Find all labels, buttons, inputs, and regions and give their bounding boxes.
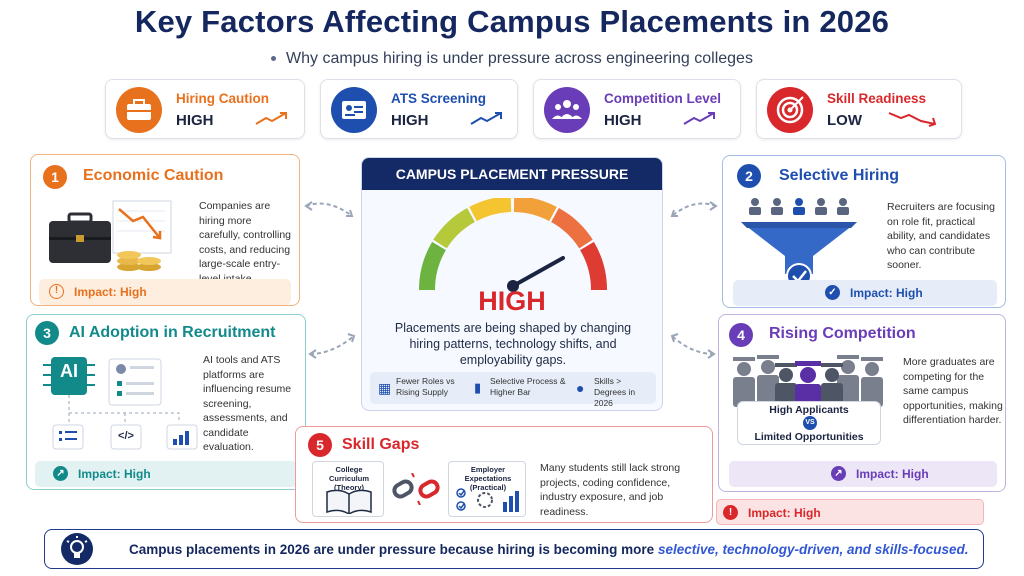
checklist-chart-icon bbox=[456, 488, 519, 512]
impact-text: Impact: High bbox=[78, 467, 151, 481]
kpi-skill-readiness: Skill Readiness LOW bbox=[756, 79, 962, 139]
factor-card-economic-caution: 1 Economic Caution Companies are hiring … bbox=[30, 154, 300, 306]
briefcase-icon bbox=[116, 87, 162, 133]
impact-text: Impact: High bbox=[856, 467, 929, 481]
factor-number: 5 bbox=[308, 433, 332, 457]
ai-chip-label: AI bbox=[60, 361, 78, 381]
factor-description: AI tools and ATS platforms are influenci… bbox=[203, 354, 292, 453]
trend-up-icon bbox=[470, 112, 502, 125]
connector-arrow bbox=[670, 201, 718, 217]
factor-card-selective-hiring: 2 Selective Hiring Recruiters are focusi… bbox=[722, 155, 1006, 308]
factor-title: Economic Caution bbox=[83, 167, 224, 184]
factor-title: Rising Competition bbox=[769, 325, 916, 342]
footer-item: Skills > Degrees in 2026 bbox=[594, 376, 636, 408]
trend-up-icon bbox=[683, 112, 715, 125]
factor-card-skill-gaps: 5 Skill Gaps College Curriculum (Theory)… bbox=[295, 426, 713, 523]
footer-item: Selective Process & Higher Bar bbox=[490, 376, 566, 397]
banner-text-main: Campus placements in 2026 are under pres… bbox=[129, 542, 658, 557]
bullet-dot bbox=[271, 56, 277, 62]
factor-title: Selective Hiring bbox=[779, 167, 900, 184]
ai-chip-illustration: AI </> bbox=[39, 353, 199, 453]
factor-card-rising-competition: 4 Rising Competition High Applicants VS … bbox=[718, 314, 1006, 492]
lightbulb-icon bbox=[61, 533, 93, 565]
building-icon: ▦ bbox=[378, 380, 392, 396]
connector-arrow bbox=[670, 333, 716, 359]
factor-title: Skill Gaps bbox=[342, 436, 420, 453]
kpi-label: Hiring Caution bbox=[176, 91, 269, 106]
limited-opportunities-label: Limited Opportunities bbox=[754, 431, 864, 443]
impact-text: Impact: High bbox=[748, 506, 821, 520]
employer-label: Employer Expectations (Practical) bbox=[464, 465, 512, 492]
kpi-value: HIGH bbox=[391, 112, 429, 129]
panel-footer: ▦ Fewer Roles vs Rising Supply ▮ Selecti… bbox=[370, 372, 656, 408]
kpi-value: LOW bbox=[827, 112, 862, 129]
impact-text: Impact: High bbox=[850, 286, 923, 300]
panel-text: Placements are being shaped by changing … bbox=[394, 321, 632, 367]
impact-badge: ✓ Impact: High bbox=[733, 280, 997, 306]
pressure-gauge bbox=[418, 198, 608, 292]
hiring-funnel-illustration bbox=[737, 194, 867, 290]
connector-arrow bbox=[304, 201, 354, 217]
impact-badge: ! Impact: High bbox=[39, 279, 291, 305]
footer-item: Fewer Roles vs Rising Supply bbox=[396, 376, 455, 397]
banner-text: Campus placements in 2026 are under pres… bbox=[129, 542, 969, 557]
people-icon bbox=[544, 87, 590, 133]
id-card-icon bbox=[331, 87, 377, 133]
connector-arrow bbox=[308, 333, 356, 359]
kpi-label: Skill Readiness bbox=[827, 91, 927, 106]
page-title: Key Factors Affecting Campus Placements … bbox=[134, 4, 890, 39]
factor-title: AI Adoption in Recruitment bbox=[69, 324, 276, 341]
trend-up-icon: ↗ bbox=[53, 466, 68, 482]
factor-number: 3 bbox=[35, 321, 59, 345]
trend-up-icon: ↗ bbox=[831, 466, 846, 482]
bar-chart-icon: ▮ bbox=[474, 380, 482, 395]
kpi-value: HIGH bbox=[176, 112, 214, 129]
briefcase-coins-illustration bbox=[45, 197, 195, 275]
factor-description: Recruiters are focusing on role fit, pra… bbox=[887, 201, 995, 271]
impact-badge: ↗ Impact: High bbox=[35, 461, 297, 487]
summary-banner: Campus placements in 2026 are under pres… bbox=[44, 529, 984, 569]
code-glyph: </> bbox=[118, 430, 134, 442]
curriculum-card: College Curriculum (Theory) bbox=[312, 461, 384, 517]
banner-text-emphasis: selective, technology-driven, and skills… bbox=[657, 542, 969, 557]
curriculum-label: College Curriculum (Theory) bbox=[328, 465, 369, 492]
factor-number: 2 bbox=[737, 164, 761, 188]
alert-icon: ! bbox=[49, 284, 64, 300]
impact-text: Impact: High bbox=[74, 285, 147, 299]
kpi-competition-level: Competition Level HIGH bbox=[533, 79, 741, 139]
impact-badge-skill-gaps: ! Impact: High bbox=[716, 499, 984, 525]
factor-number: 1 bbox=[43, 165, 67, 189]
factor-number: 4 bbox=[729, 323, 753, 347]
impact-badge: ↗ Impact: High bbox=[729, 461, 997, 487]
kpi-ats-screening: ATS Screening HIGH bbox=[320, 79, 518, 139]
alert-icon: ! bbox=[723, 505, 738, 521]
broken-chain-icon bbox=[392, 473, 440, 505]
applicants-vs-box: High Applicants VS Limited Opportunities bbox=[737, 401, 881, 445]
kpi-value: HIGH bbox=[604, 112, 642, 129]
check-icon: ✓ bbox=[825, 285, 840, 301]
panel-header: CAMPUS PLACEMENT PRESSURE bbox=[362, 158, 662, 190]
trend-down-icon bbox=[888, 112, 937, 127]
high-applicants-label: High Applicants bbox=[769, 404, 849, 416]
factor-description: Many students still lack strong projects… bbox=[540, 462, 681, 518]
pressure-level: HIGH bbox=[478, 286, 546, 316]
book-icon bbox=[326, 489, 372, 514]
factor-description: Companies are hiring more carefully, con… bbox=[199, 200, 292, 285]
factor-description: More graduates are competing for the sam… bbox=[903, 356, 1003, 426]
vs-badge: VS bbox=[803, 416, 817, 430]
trend-up-icon bbox=[255, 112, 287, 125]
person-icon: ● bbox=[576, 380, 585, 396]
kpi-label: ATS Screening bbox=[391, 91, 487, 106]
employer-card: Employer Expectations (Practical) bbox=[448, 461, 526, 517]
placement-pressure-panel: CAMPUS PLACEMENT PRESSURE HIGH Placement… bbox=[361, 157, 663, 411]
target-icon bbox=[767, 87, 813, 133]
factor-card-ai-adoption: 3 AI Adoption in Recruitment AI </> AI t… bbox=[26, 314, 306, 490]
kpi-hiring-caution: Hiring Caution HIGH bbox=[105, 79, 305, 139]
page-subtitle: Why campus hiring is under pressure acro… bbox=[0, 50, 1024, 68]
kpi-label: Competition Level bbox=[604, 91, 722, 106]
subtitle-text: Why campus hiring is under pressure acro… bbox=[286, 50, 753, 67]
